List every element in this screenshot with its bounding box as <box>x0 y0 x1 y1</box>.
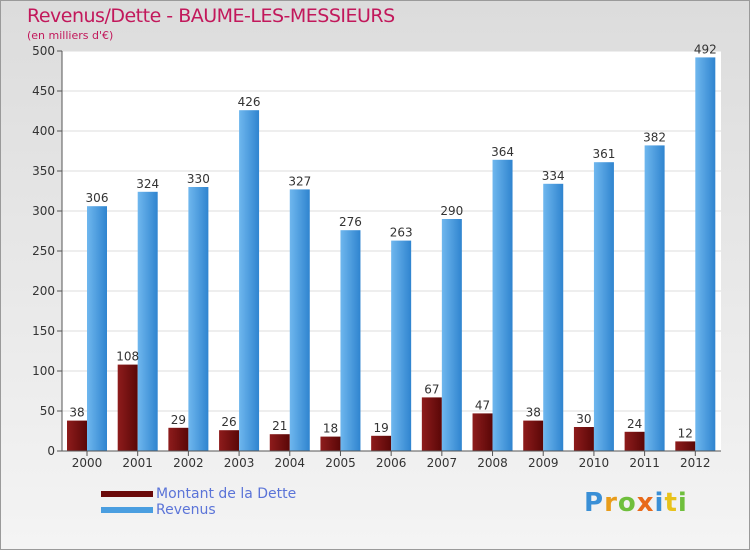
bar-revenus-2001 <box>137 191 158 452</box>
y-tick-label: 150 <box>32 324 55 338</box>
data-label-revenus-2008: 364 <box>491 145 514 159</box>
data-label-dette-2003: 26 <box>221 415 236 429</box>
logo-letter: o <box>617 488 637 518</box>
chart-subtitle: (en milliers d'€) <box>27 29 114 42</box>
logo-letter: t <box>664 488 678 518</box>
data-label-dette-2008: 47 <box>475 398 490 412</box>
x-tick-label-2010: 2010 <box>579 456 610 470</box>
bar-revenus-2006 <box>391 240 412 451</box>
x-tick-label-2007: 2007 <box>427 456 458 470</box>
x-tick-label-2005: 2005 <box>325 456 356 470</box>
bar-revenus-2012 <box>695 57 716 452</box>
data-label-dette-2004: 21 <box>272 419 287 433</box>
bar-dette-2001 <box>117 364 138 451</box>
bar-dette-2006 <box>371 435 392 451</box>
data-label-revenus-2000: 306 <box>86 191 109 205</box>
bar-dette-2010 <box>573 427 594 451</box>
legend-swatch-dette <box>101 491 153 497</box>
data-label-dette-2010: 30 <box>576 412 591 426</box>
data-label-dette-2007: 67 <box>424 382 439 396</box>
y-tick-label: 0 <box>47 444 55 458</box>
data-label-dette-2011: 24 <box>627 417 642 431</box>
x-tick-label-2008: 2008 <box>477 456 508 470</box>
bar-revenus-2005 <box>340 230 361 451</box>
bars <box>67 57 716 452</box>
x-tick-label-2006: 2006 <box>376 456 407 470</box>
x-tick-label-2002: 2002 <box>173 456 204 470</box>
proxiti-logo: Proxiti <box>584 488 688 518</box>
bar-dette-2007 <box>421 397 442 451</box>
legend-label-revenus: Revenus <box>156 502 216 518</box>
bar-dette-2005 <box>320 436 341 451</box>
data-label-dette-2001: 108 <box>116 350 139 364</box>
bar-revenus-2004 <box>289 189 310 451</box>
bar-dette-2004 <box>269 434 290 451</box>
data-label-dette-2012: 12 <box>678 426 693 440</box>
bar-dette-2008 <box>472 413 493 451</box>
x-tick-label-2000: 2000 <box>72 456 103 470</box>
data-label-revenus-2003: 426 <box>238 95 261 109</box>
y-tick-label: 200 <box>32 284 55 298</box>
bar-revenus-2010 <box>593 162 614 451</box>
x-tick-label-2003: 2003 <box>224 456 255 470</box>
y-tick-label: 300 <box>32 204 55 218</box>
bar-dette-2000 <box>67 420 87 451</box>
bar-revenus-2002 <box>188 187 209 451</box>
bar-revenus-2009 <box>543 183 564 452</box>
logo-letter: x <box>636 488 655 518</box>
data-label-revenus-2005: 276 <box>339 215 362 229</box>
bar-dette-2011 <box>624 431 645 451</box>
x-tick-label-2012: 2012 <box>680 456 711 470</box>
data-label-dette-2005: 18 <box>323 422 338 436</box>
x-tick-label-2009: 2009 <box>528 456 559 470</box>
data-label-revenus-2004: 327 <box>288 174 311 188</box>
bar-revenus-2000 <box>87 206 107 451</box>
data-label-revenus-2012: 492 <box>694 42 717 56</box>
bar-revenus-2003 <box>239 110 260 451</box>
y-tick-label: 250 <box>32 244 55 258</box>
data-label-revenus-2009: 334 <box>542 169 565 183</box>
axes: 0 50 100 150 200 250 300 350 400 450 500 2000 2001 20… <box>32 44 721 470</box>
bar-dette-2003 <box>219 430 240 451</box>
chart-title: Revenus/Dette - BAUME-LES-MESSIEURS <box>27 5 395 27</box>
data-label-revenus-2006: 263 <box>390 226 413 240</box>
data-label-dette-2006: 19 <box>374 421 389 435</box>
y-tick-label: 450 <box>32 84 55 98</box>
x-tick-label-2004: 2004 <box>274 456 305 470</box>
logo-letter: r <box>604 488 618 518</box>
data-label-revenus-2001: 324 <box>136 177 159 191</box>
logo-letter: i <box>654 488 665 518</box>
data-label-revenus-2002: 330 <box>187 172 210 186</box>
data-label-revenus-2007: 290 <box>440 204 463 218</box>
data-labels: 38 306 108 324 29 330 26 426 21 327 18 276 19 263 67 29… <box>69 42 716 440</box>
y-tick-label: 100 <box>32 364 55 378</box>
legend-label-dette: Montant de la Dette <box>156 486 297 502</box>
bar-dette-2012 <box>675 441 696 451</box>
y-tick-label: 500 <box>32 44 55 58</box>
data-label-revenus-2010: 361 <box>592 147 615 161</box>
data-label-dette-2002: 29 <box>171 413 186 427</box>
logo-letter: i <box>677 488 688 518</box>
x-tick-label-2001: 2001 <box>122 456 153 470</box>
legend-swatch-revenus <box>101 507 153 513</box>
data-label-dette-2000: 38 <box>69 406 84 420</box>
x-tick-label-2011: 2011 <box>629 456 660 470</box>
y-tick-label: 400 <box>32 124 55 138</box>
bar-dette-2009 <box>523 420 544 451</box>
bar-revenus-2008 <box>492 159 513 452</box>
logo-letter: P <box>584 488 605 518</box>
bar-revenus-2007 <box>441 219 462 451</box>
data-label-dette-2009: 38 <box>526 406 541 420</box>
y-tick-label: 350 <box>32 164 55 178</box>
bar-revenus-2011 <box>644 145 665 451</box>
bar-dette-2002 <box>168 427 189 451</box>
data-label-revenus-2011: 382 <box>643 130 666 144</box>
y-tick-label: 50 <box>40 404 55 418</box>
